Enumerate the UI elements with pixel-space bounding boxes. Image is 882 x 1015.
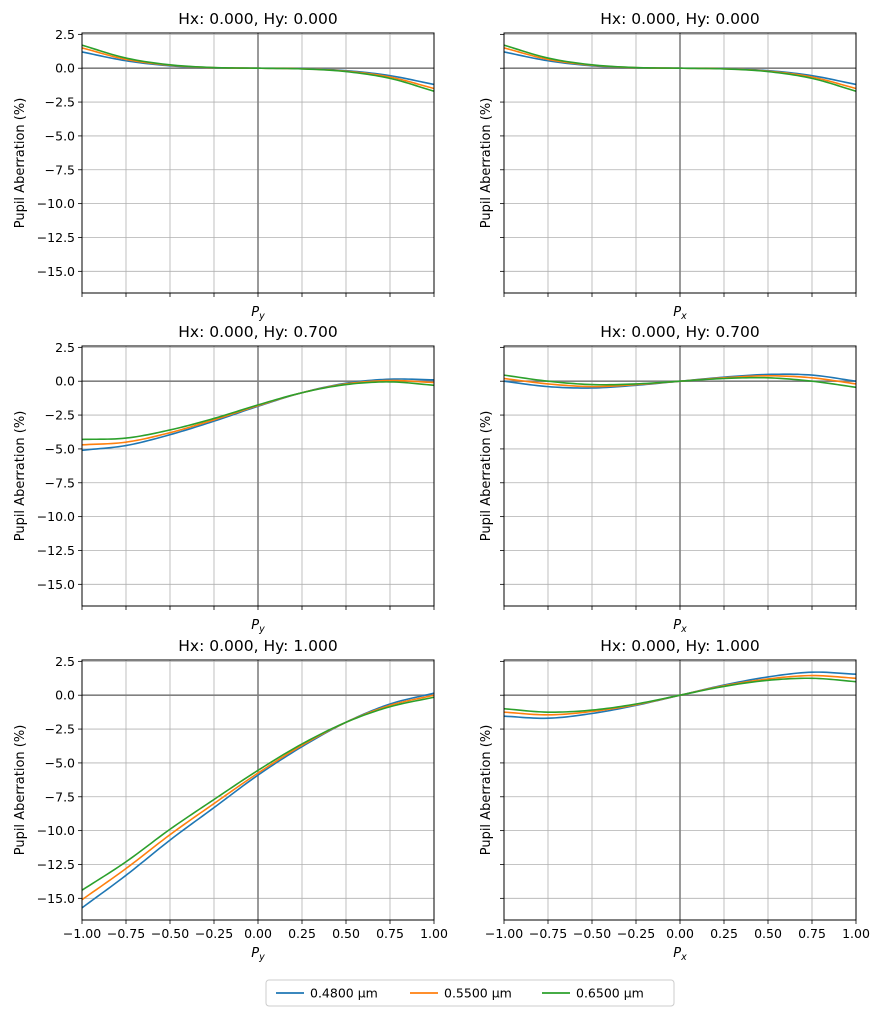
y-tick-label: 0.0 <box>55 374 75 389</box>
y-tick-label: −10.0 <box>37 509 75 524</box>
x-tick-label: 0.00 <box>244 926 272 941</box>
series-line <box>82 694 434 901</box>
y-tick-label: −2.5 <box>45 95 75 110</box>
panel-title: Hx: 0.000, Hy: 0.700 <box>600 323 759 341</box>
x-axis-label: Py <box>251 305 265 322</box>
panel-5: −1.00 −0.75 −0.50 −0.25 0.00 0.25 0.50 0.75 1.00… <box>13 637 448 963</box>
legend-label: 0.4800 µm <box>310 986 378 1001</box>
y-tick-label: −5.0 <box>45 441 75 456</box>
legend: 0.4800 µm 0.5500 µm 0.6500 µm <box>265 979 675 1007</box>
x-tick-label: −1.00 <box>485 926 523 941</box>
x-tick-label: −0.50 <box>151 926 189 941</box>
x-axis-label: Px <box>673 946 687 963</box>
x-tick-label: −0.75 <box>529 926 567 941</box>
y-tick-label: −12.5 <box>37 543 75 558</box>
y-tick-label: −12.5 <box>37 857 75 872</box>
panel-1: 2.5 0.0 −2.5 −5.0 −7.5 −10.0 −12.5 −15.0 Hx: 0.0… <box>13 10 435 322</box>
panel-title: Hx: 0.000, Hy: 1.000 <box>600 637 759 655</box>
y-tick-label: −2.5 <box>45 408 75 423</box>
y-tick-label: −5.0 <box>45 128 75 143</box>
x-tick-label: −0.75 <box>107 926 145 941</box>
y-axis-label: Pupil Aberration (%) <box>479 725 494 856</box>
panel-3: 2.5 0.0 −2.5 −5.0 −7.5 −10.0 −12.5 −15.0 Hx: 0.0… <box>13 323 435 635</box>
y-axis-label: Pupil Aberration (%) <box>13 725 28 856</box>
x-tick-label: 0.75 <box>798 926 826 941</box>
series-line <box>82 381 434 441</box>
x-tick-label: −1.00 <box>63 926 101 941</box>
series-line <box>82 696 434 891</box>
panel-6: −1.00 −0.75 −0.50 −0.25 0.00 0.25 0.50 0.75 1.00… <box>479 637 870 963</box>
panel-title: Hx: 0.000, Hy: 0.000 <box>600 10 759 28</box>
x-tick-label: 0.50 <box>754 926 782 941</box>
series-line <box>504 374 856 389</box>
y-tick-label: −7.5 <box>45 162 75 177</box>
x-tick-label: −0.50 <box>573 926 611 941</box>
series-line <box>82 44 434 92</box>
y-tick-label: −15.0 <box>37 264 75 279</box>
y-tick-label: −10.0 <box>37 196 75 211</box>
y-tick-label: 2.5 <box>55 340 75 355</box>
panel-4: Hx: 0.000, Hy: 0.700 Pupil Aberration (%)… <box>479 323 857 635</box>
y-axis-label: Pupil Aberration (%) <box>13 98 28 229</box>
x-axis-label: Py <box>251 946 265 963</box>
legend-label: 0.5500 µm <box>444 986 512 1001</box>
y-tick-label: 2.5 <box>55 27 75 42</box>
y-tick-label: −15.0 <box>37 577 75 592</box>
x-axis-label: Py <box>251 618 265 635</box>
y-tick-label: 0.0 <box>55 688 75 703</box>
x-tick-label: −0.25 <box>195 926 233 941</box>
x-tick-label: 0.25 <box>710 926 738 941</box>
y-tick-label: −12.5 <box>37 230 75 245</box>
y-axis-label: Pupil Aberration (%) <box>13 411 28 542</box>
x-tick-label: 1.00 <box>842 926 870 941</box>
panel-2: Hx: 0.000, Hy: 0.000 Pupil Aberration (%)… <box>479 10 857 322</box>
y-tick-label: −7.5 <box>45 789 75 804</box>
y-tick-label: −5.0 <box>45 755 75 770</box>
x-tick-label: 0.00 <box>666 926 694 941</box>
x-tick-label: 1.00 <box>420 926 448 941</box>
y-tick-label: 0.0 <box>55 61 75 76</box>
panel-title: Hx: 0.000, Hy: 0.700 <box>178 323 337 341</box>
y-tick-label: −10.0 <box>37 823 75 838</box>
y-tick-label: −15.0 <box>37 891 75 906</box>
series-line <box>504 44 856 92</box>
series-line <box>82 692 434 909</box>
legend-label: 0.6500 µm <box>576 986 644 1001</box>
y-axis-label: Pupil Aberration (%) <box>479 98 494 229</box>
panel-title: Hx: 0.000, Hy: 0.000 <box>178 10 337 28</box>
y-axis-label: Pupil Aberration (%) <box>479 411 494 542</box>
y-tick-label: 2.5 <box>55 654 75 669</box>
legend-frame <box>265 979 675 1007</box>
x-tick-label: −0.25 <box>617 926 655 941</box>
y-tick-label: −2.5 <box>45 722 75 737</box>
series-line <box>504 677 856 713</box>
x-tick-label: 0.50 <box>332 926 360 941</box>
x-axis-label: Px <box>673 618 687 635</box>
panel-title: Hx: 0.000, Hy: 1.000 <box>178 637 337 655</box>
y-tick-label: −7.5 <box>45 475 75 490</box>
x-tick-label: 0.25 <box>288 926 316 941</box>
x-tick-label: 0.75 <box>376 926 404 941</box>
x-axis-label: Px <box>673 305 687 322</box>
